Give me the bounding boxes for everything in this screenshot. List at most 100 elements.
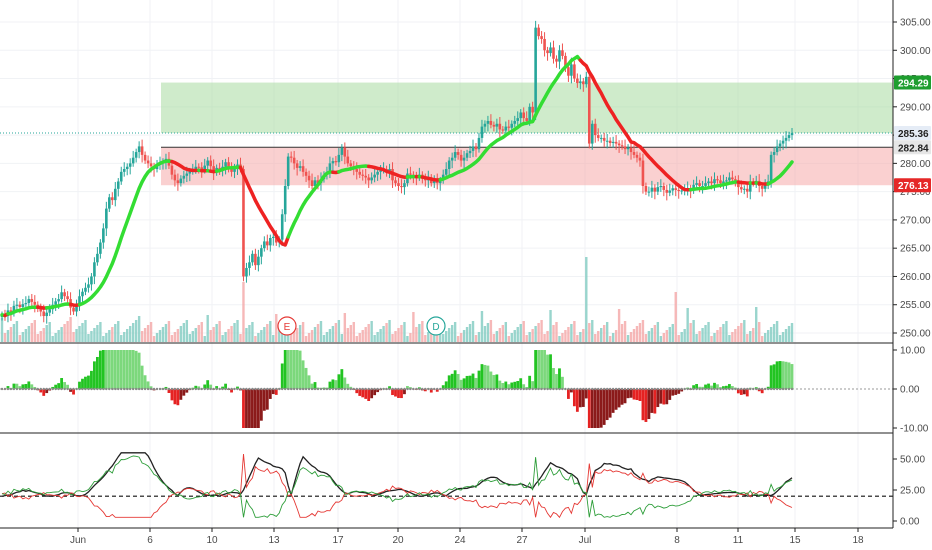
candle: [579, 81, 582, 84]
candle: [113, 188, 117, 201]
candle: [99, 242, 102, 254]
volume-bar: [421, 321, 424, 342]
histogram-bar: [531, 381, 535, 389]
volume-bar: [489, 320, 493, 342]
zero-dot: [501, 387, 505, 391]
volume-bar: [361, 330, 364, 342]
zero-dot: [164, 387, 168, 391]
volume-bar: [185, 320, 189, 342]
y-tick-label: -10.00: [900, 424, 929, 435]
candle: [653, 187, 657, 192]
zero-dot: [707, 387, 710, 391]
price-tag: 282.84: [894, 140, 931, 155]
volume-bar: [275, 314, 278, 342]
zero-dot: [161, 387, 165, 391]
volume-bar: [471, 321, 475, 342]
zero-dot: [453, 387, 457, 391]
zero-dot: [251, 387, 254, 391]
volume-bar: [409, 333, 412, 342]
candle: [170, 165, 174, 175]
volume-bar: [600, 328, 603, 342]
volume-bar: [749, 331, 752, 342]
zero-dot: [45, 387, 48, 391]
volume-bar: [588, 323, 591, 342]
volume-bar: [546, 331, 549, 342]
histogram-bar: [742, 389, 746, 395]
volume-bar: [477, 332, 481, 342]
volume-bar: [459, 333, 463, 342]
volume-bar: [358, 333, 361, 342]
histogram-bar: [522, 384, 526, 389]
zero-dot: [126, 387, 129, 391]
histogram-bar: [355, 389, 359, 394]
histogram-bar: [519, 378, 523, 389]
candle: [343, 147, 347, 157]
histogram-bar: [364, 389, 368, 399]
zero-dot: [0, 387, 4, 391]
zero-dot: [221, 387, 224, 391]
histogram-bar: [271, 389, 275, 395]
y-tick-label: 280.00: [900, 159, 931, 170]
histogram-bar: [507, 384, 511, 389]
histogram-bar: [18, 386, 22, 389]
zero-dot: [334, 387, 338, 391]
candle: [528, 106, 531, 121]
histogram-bar: [30, 384, 34, 389]
zero-dot: [790, 387, 794, 391]
volume-bar: [131, 323, 135, 342]
zero-dot: [602, 387, 606, 391]
histogram-bar: [367, 389, 371, 401]
zero-dot: [18, 387, 22, 391]
volume-bar: [784, 329, 788, 342]
zero-dot: [737, 387, 740, 391]
zero-dot: [269, 387, 272, 391]
candle: [233, 167, 236, 172]
oscillator-line: [1, 452, 793, 498]
event-marker-label: E: [284, 322, 291, 333]
candle: [462, 157, 466, 161]
volume-bar: [242, 282, 245, 342]
histogram-bar: [265, 389, 269, 410]
candle: [495, 123, 499, 127]
volume-bar: [105, 333, 108, 342]
histogram-bar: [623, 389, 627, 404]
zero-dot: [585, 387, 588, 391]
histogram-bar: [242, 389, 245, 428]
histogram-bar: [60, 378, 64, 389]
oscillator-line: [1, 453, 793, 519]
zero-dot: [510, 387, 513, 391]
volume-bar: [179, 326, 183, 342]
histogram-bar: [710, 385, 713, 389]
zero-dot: [93, 387, 96, 391]
candle: [698, 183, 701, 186]
candle: [81, 291, 84, 297]
candle: [501, 129, 505, 131]
volume-bar: [701, 328, 704, 342]
zero-dot: [418, 387, 421, 391]
volume-bar: [337, 320, 341, 342]
volume-bar: [567, 327, 570, 342]
candle: [274, 236, 278, 243]
resistance-zone: [161, 82, 893, 134]
volume-bar: [704, 325, 707, 342]
histogram-bar: [256, 389, 260, 428]
volume-bar: [507, 336, 510, 342]
volume-bar: [42, 328, 45, 342]
volume-bar: [647, 331, 651, 342]
candle: [668, 190, 672, 193]
volume-bar: [543, 334, 546, 342]
candle: [90, 276, 93, 285]
histogram-bar: [209, 384, 213, 389]
candle: [474, 146, 478, 150]
zero-dot: [749, 387, 752, 391]
histogram-bar: [626, 389, 630, 399]
candle: [644, 185, 648, 192]
candle: [614, 141, 618, 144]
histogram-bar: [170, 389, 174, 401]
zero-dot: [188, 387, 192, 391]
candle: [558, 50, 561, 62]
volume-bar: [289, 334, 293, 342]
zero-dot: [462, 387, 466, 391]
zero-dot: [483, 387, 487, 391]
